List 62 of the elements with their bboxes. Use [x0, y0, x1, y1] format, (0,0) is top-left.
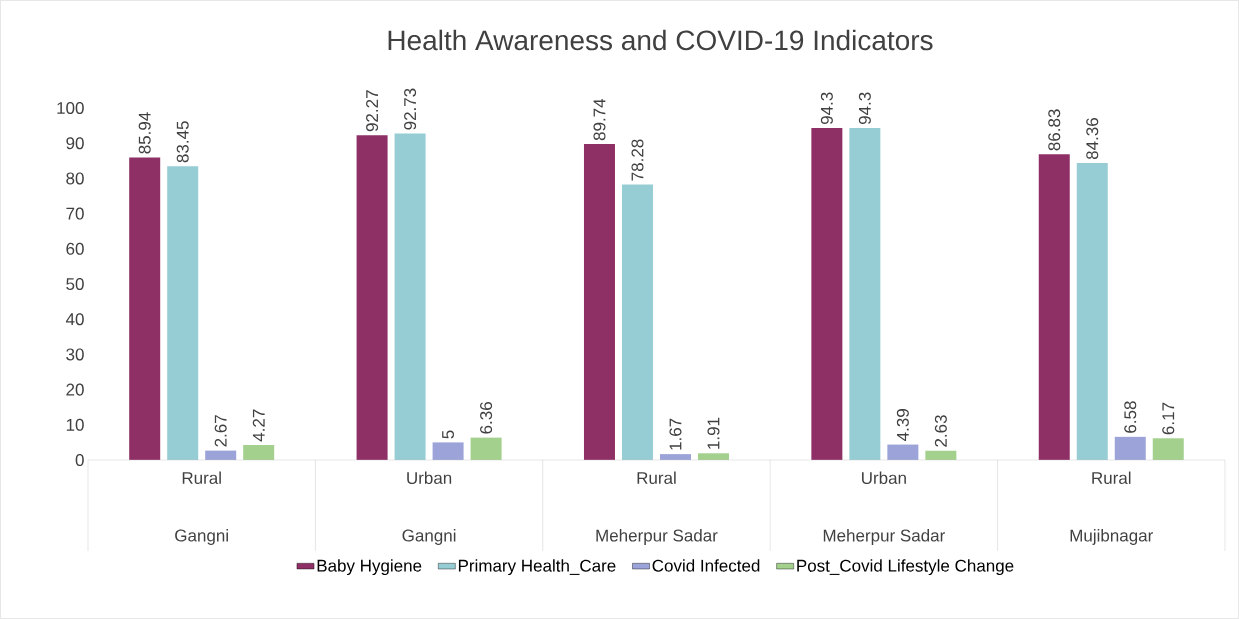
legend-label: Covid Infected	[652, 559, 760, 572]
text: Mujibnagar	[1070, 529, 1153, 545]
legend-label: Baby Hygiene	[317, 559, 422, 576]
data-label: 92.73	[404, 88, 417, 130]
data-label: 94.3	[820, 92, 833, 125]
bar	[849, 128, 881, 460]
data-label: 6.17	[1162, 402, 1175, 435]
data-label: 78.28	[631, 139, 644, 181]
y-tick-label: 70	[66, 207, 84, 220]
y-tick-label: 90	[66, 137, 84, 150]
bar	[470, 437, 502, 460]
bar	[583, 144, 615, 460]
text: Gangni	[175, 529, 228, 545]
data-label: 83.45	[176, 121, 189, 163]
data-label: 1.67	[669, 418, 682, 450]
y-tick-label: 60	[66, 242, 84, 255]
bar	[621, 184, 653, 460]
data-label: 85.94	[138, 112, 151, 154]
x-tick-label: Rural	[1092, 471, 1131, 485]
y-tick-label: 50	[66, 277, 84, 291]
legend-label: Primary Health_Care	[458, 559, 616, 576]
data-label: 6.36	[480, 402, 493, 434]
data-label: 4.27	[252, 409, 265, 442]
text: Meherpur Sadar	[823, 529, 945, 545]
data-label: 1.91	[707, 417, 720, 449]
bar	[1076, 163, 1108, 460]
bar	[243, 444, 275, 460]
bar	[129, 157, 161, 460]
data-label: 94.3	[858, 92, 871, 125]
data-label: 2.67	[214, 415, 227, 447]
data-label: 89.74	[593, 98, 606, 141]
chart-title: Health Awareness and COVID-19 Indicators	[388, 29, 933, 51]
x-tick-label: Urban	[407, 471, 452, 485]
y-tick-label: 30	[66, 348, 84, 361]
data-label: 86.83	[1048, 109, 1061, 151]
y-tick-label: 20	[66, 383, 84, 396]
bar	[811, 128, 843, 460]
bar	[394, 133, 426, 460]
data-label: 6.58	[1124, 401, 1137, 433]
bar	[356, 135, 388, 460]
text: Meherpur Sadar	[596, 529, 718, 545]
bar	[887, 444, 919, 460]
bar	[432, 442, 464, 460]
data-label: 84.36	[1086, 118, 1099, 160]
text: Gangni	[402, 529, 456, 545]
y-tick-label: 0	[75, 453, 84, 467]
x-tick-label: Urban	[862, 471, 906, 485]
y-tick-label: 100	[57, 101, 84, 115]
x-tick-label: Rural	[182, 471, 221, 485]
bar	[1152, 438, 1184, 460]
data-label: 5	[442, 430, 455, 439]
bar	[1114, 436, 1146, 460]
legend-label: Post_Covid Lifestyle Change	[797, 559, 1014, 576]
data-label: 2.63	[934, 415, 947, 447]
x-tick-label: Rural	[637, 471, 676, 485]
y-tick-label: 40	[65, 313, 84, 326]
bar	[167, 166, 199, 460]
data-label: 4.39	[896, 409, 909, 441]
y-tick-label: 80	[66, 172, 84, 185]
bar	[1038, 154, 1070, 460]
y-tick-label: 10	[66, 418, 84, 431]
data-label: 92.27	[366, 90, 379, 132]
